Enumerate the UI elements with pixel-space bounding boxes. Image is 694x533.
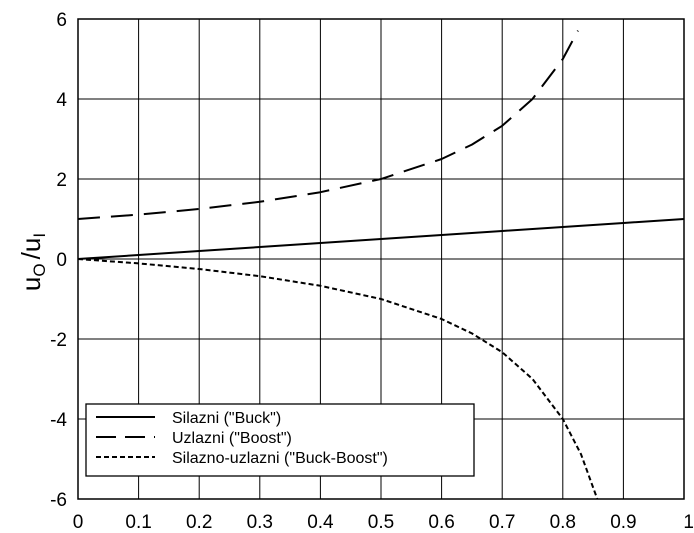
x-tick-label: 0.1: [125, 512, 151, 533]
y-tick-label: 4: [56, 90, 67, 111]
x-tick-label: 0.3: [247, 512, 273, 533]
series-group: [77, 30, 685, 500]
x-tick-label: 0.9: [610, 512, 636, 533]
series-line-dotted: [77, 258, 599, 500]
x-tick-label: 1: [683, 512, 694, 533]
x-tick-label: 0.5: [368, 512, 394, 533]
series-line-dashed: [77, 30, 579, 220]
y-tick-label: -2: [50, 330, 67, 351]
x-tick-label: 0.4: [307, 512, 334, 533]
y-tick-label: -4: [50, 410, 67, 431]
y-axis-label-u2: u: [16, 238, 46, 252]
legend-label: Silazno-uzlazni ("Buck-Boost"): [172, 450, 388, 467]
y-tick-label: 6: [56, 10, 67, 31]
legend-label: Silazni ("Buck"): [172, 410, 281, 427]
y-axis-label-u: u: [16, 277, 46, 291]
y-axis-label: uO/uI: [16, 233, 49, 291]
x-tick-label: 0.6: [428, 512, 454, 533]
x-tick-label: 0: [73, 512, 84, 533]
y-tick-label: 2: [56, 170, 67, 191]
x-tick-label: 0.8: [550, 512, 576, 533]
y-tick-label: -6: [50, 490, 67, 511]
x-tick-label: 0.2: [186, 512, 212, 533]
legend: Silazni ("Buck") Uzlazni ("Boost") Silazno…: [85, 403, 475, 477]
series-line-solid: [77, 218, 685, 260]
y-axis-label-sub-i: I: [30, 233, 49, 238]
tick-labels: 0 0.1 0.2 0.3 0.4 0.5 0.6 0.7 0.8 0.9 1 6 4 2 0 -2 -4 -6: [50, 10, 694, 533]
y-tick-label: 0: [56, 250, 67, 271]
y-axis-label-sub-o: O: [30, 263, 49, 276]
y-axis-label-slash: /: [16, 251, 46, 259]
x-tick-label: 0.7: [489, 512, 515, 533]
legend-label: Uzlazni ("Boost"): [172, 430, 292, 447]
